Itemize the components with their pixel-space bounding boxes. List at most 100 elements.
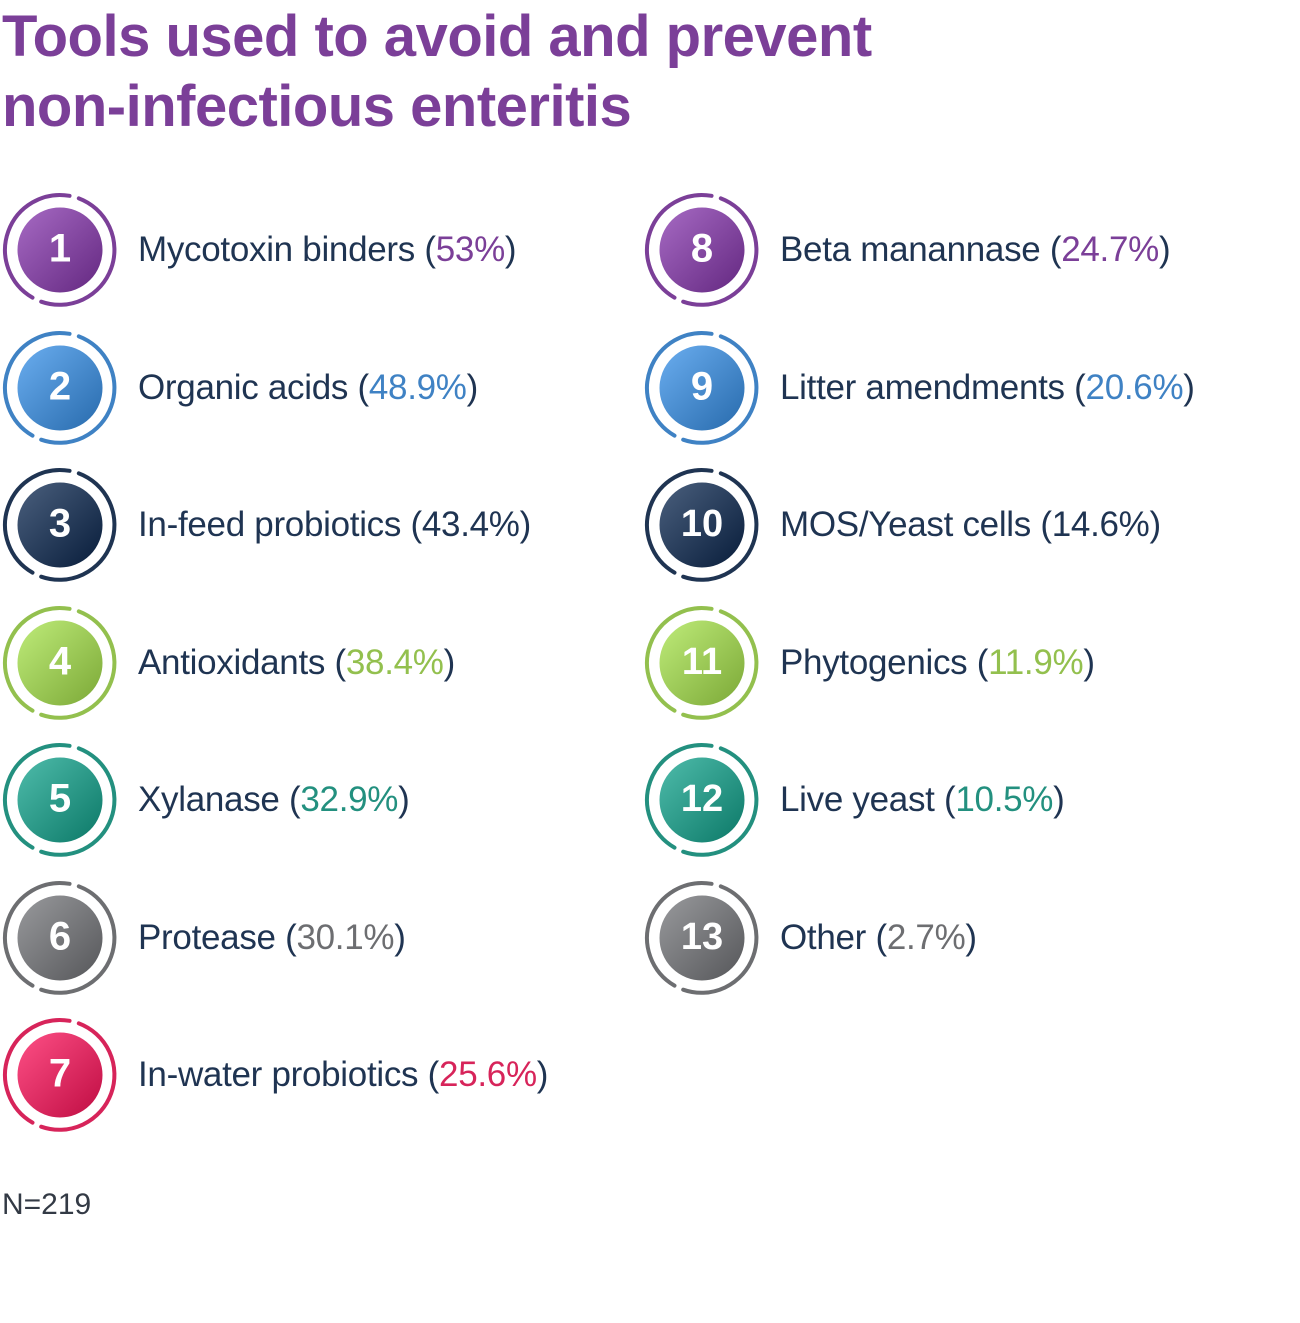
- rank-number: 1: [49, 227, 71, 271]
- badge-disc: [656, 342, 748, 433]
- list-item: 8 Beta manannase (24.7%): [642, 190, 1282, 310]
- badge-ring-arc: [645, 468, 714, 575]
- item-percentage: 30.1%: [296, 917, 395, 957]
- rank-badge-graphic: 11: [645, 605, 759, 720]
- item-label: Other (2.7%): [780, 878, 977, 998]
- item-percentage: 11.9%: [988, 642, 1084, 682]
- badge-ring-arc: [39, 608, 117, 720]
- list-item: 11 Phytogenics (11.9%): [642, 603, 1282, 723]
- badge-ring-arc: [3, 743, 72, 850]
- badge-disc: [14, 754, 106, 846]
- badge-disc: [14, 892, 106, 983]
- rank-badge: 13: [642, 878, 762, 998]
- rank-number: 4: [49, 639, 72, 683]
- item-close-paren: ): [398, 780, 410, 819]
- item-label: Antioxidants (38.4%): [138, 603, 455, 723]
- list-item: 13 Other (2.7%): [642, 878, 1282, 998]
- item-close-paren: ): [1158, 230, 1171, 269]
- badge-disc: [14, 204, 106, 296]
- rank-badge-graphic: 2: [3, 330, 117, 445]
- badge-disc: [656, 754, 748, 846]
- item-name: Xylanase (: [138, 780, 301, 819]
- rank-number: 12: [681, 778, 723, 820]
- item-label: Beta manannase (24.7%): [780, 190, 1171, 310]
- item-label: Phytogenics (11.9%): [780, 603, 1095, 723]
- item-percentage: 32.9%: [300, 780, 399, 819]
- sample-size-note: N=219: [2, 1188, 92, 1221]
- rank-badge: 6: [0, 878, 120, 998]
- item-name: In-feed probiotics (: [138, 505, 422, 544]
- badge-ring-arc: [645, 193, 714, 300]
- item-percentage: 24.7%: [1061, 230, 1159, 269]
- item-close-paren: ): [443, 642, 456, 682]
- item-close-paren: ): [519, 505, 532, 544]
- rank-badge: 10: [642, 465, 762, 585]
- badge-ring-arc: [681, 883, 759, 995]
- badge-ring-arc: [681, 333, 759, 445]
- rank-badge: 2: [0, 328, 120, 448]
- badge-ring-arc: [681, 471, 759, 582]
- badge-ring-arc: [3, 330, 72, 438]
- item-label: Litter amendments (20.6%): [780, 328, 1195, 448]
- item-close-paren: ): [504, 230, 517, 269]
- item-percentage: 43.4%: [421, 505, 520, 544]
- item-label: Organic acids (48.9%): [138, 328, 478, 448]
- badge-disc: [656, 204, 748, 296]
- badge-ring-arc: [681, 746, 759, 857]
- rank-badge-graphic: 7: [3, 1018, 117, 1132]
- item-label: In-water probiotics (25.6%): [138, 1015, 548, 1135]
- badge-disc: [14, 1029, 106, 1121]
- item-name: Organic acids (: [138, 367, 369, 407]
- rank-badge-graphic: 5: [3, 743, 117, 857]
- badge-ring-arc: [39, 1021, 117, 1132]
- rank-badge: 3: [0, 465, 120, 585]
- item-close-paren: ): [394, 917, 406, 957]
- badge-disc: [656, 479, 748, 571]
- rank-badge: 7: [0, 1015, 120, 1135]
- item-name: Live yeast (: [780, 780, 956, 819]
- list-item: 12 Live yeast (10.5%): [642, 740, 1282, 860]
- item-label: MOS/Yeast cells (14.6%): [780, 465, 1161, 585]
- item-label: Live yeast (10.5%): [780, 740, 1065, 860]
- badge-disc: [14, 342, 106, 433]
- item-name: Protease (: [138, 917, 297, 957]
- rank-badge-graphic: 10: [645, 468, 759, 582]
- list-item: 7 In-water probiotics (25.6%): [0, 1015, 640, 1135]
- item-name: Phytogenics (: [780, 642, 989, 682]
- item-close-paren: ): [1053, 780, 1065, 819]
- badge-ring-arc: [681, 196, 759, 307]
- item-name: Antioxidants (: [138, 642, 346, 682]
- chart-title: Tools used to avoid and prevent non-infe…: [2, 2, 1202, 142]
- rank-number: 7: [49, 1052, 71, 1096]
- list-item: 1 Mycotoxin binders (53%): [0, 190, 640, 310]
- badge-ring-arc: [39, 746, 117, 857]
- rank-number: 11: [682, 641, 722, 683]
- rank-badge-graphic: 4: [3, 605, 117, 720]
- badge-ring-arc: [39, 333, 117, 445]
- list-item: 9 Litter amendments (20.6%): [642, 328, 1282, 448]
- rank-badge-graphic: 13: [645, 880, 759, 995]
- list-item: 10 MOS/Yeast cells (14.6%): [642, 465, 1282, 585]
- badge-ring-arc: [3, 605, 72, 713]
- item-label: Mycotoxin binders (53%): [138, 190, 517, 310]
- badge-ring-arc: [3, 468, 72, 575]
- title-line-2: non-infectious enteritis: [2, 74, 632, 139]
- item-name: Other (: [780, 917, 887, 957]
- item-percentage: 48.9%: [368, 367, 467, 407]
- badge-disc: [14, 479, 106, 571]
- list-item: 6 Protease (30.1%): [0, 878, 640, 998]
- item-label: In-feed probiotics (43.4%): [138, 465, 531, 585]
- item-name: In-water probiotics (: [138, 1055, 440, 1094]
- title-line-1: Tools used to avoid and prevent: [2, 4, 872, 69]
- badge-ring-arc: [681, 608, 759, 720]
- list-item: 5 Xylanase (32.9%): [0, 740, 640, 860]
- badge-ring-arc: [3, 1018, 72, 1125]
- rank-badge-graphic: 9: [645, 330, 759, 445]
- item-name: MOS/Yeast cells (: [780, 505, 1052, 544]
- item-close-paren: ): [965, 917, 977, 957]
- rank-number: 13: [681, 916, 723, 958]
- item-name: Beta manannase (: [780, 230, 1062, 269]
- rank-badge: 1: [0, 190, 120, 310]
- rank-badge: 5: [0, 740, 120, 860]
- item-close-paren: ): [466, 367, 479, 407]
